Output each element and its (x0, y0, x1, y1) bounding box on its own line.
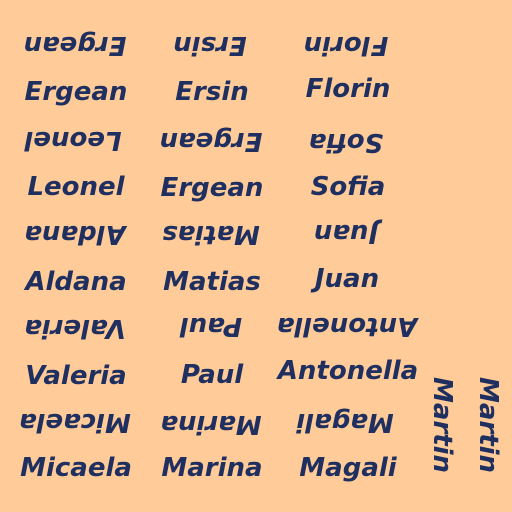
word-r7-c1: Valeria (24, 313, 126, 343)
word-side-1: Martin (427, 376, 457, 474)
word-r4-c3: Sofia (310, 172, 386, 202)
word-r9-c2: Marina (160, 409, 262, 439)
word-r1-c3: Florin (303, 30, 389, 60)
word-r10-c1: Micaela (20, 453, 132, 483)
word-r9-c3: Magali (296, 407, 394, 437)
word-r1-c2: Ersin (173, 30, 247, 60)
word-r5-c3: Juan (313, 218, 379, 248)
word-r10-c3: Magali (299, 453, 397, 483)
word-r7-c2: Paul (179, 311, 243, 341)
word-r3-c2: Ergean (159, 126, 263, 156)
word-r6-c1: Aldana (25, 267, 127, 297)
word-r4-c2: Ergean (160, 173, 264, 203)
word-r2-c3: Florin (305, 74, 391, 104)
word-r2-c1: Ergean (24, 77, 128, 107)
word-r7-c3: Antonella (276, 311, 418, 341)
word-r8-c1: Valeria (25, 361, 127, 391)
word-r6-c2: Matias (163, 267, 261, 297)
word-r5-c2: Matias (162, 219, 260, 249)
word-r2-c2: Ersin (175, 77, 249, 107)
word-r8-c3: Antonella (277, 356, 419, 386)
word-r3-c3: Sofia (308, 127, 384, 157)
word-r9-c1: Micaela (19, 407, 131, 437)
word-r4-c1: Leonel (27, 172, 125, 202)
word-r10-c2: Marina (161, 453, 263, 483)
word-r1-c1: Ergean (23, 30, 127, 60)
word-side-2: Martin (473, 376, 503, 474)
word-r5-c1: Aldana (24, 219, 126, 249)
word-r8-c2: Paul (180, 360, 244, 390)
word-r6-c3: Juan (314, 264, 380, 294)
word-r3-c1: Leonel (24, 125, 122, 155)
